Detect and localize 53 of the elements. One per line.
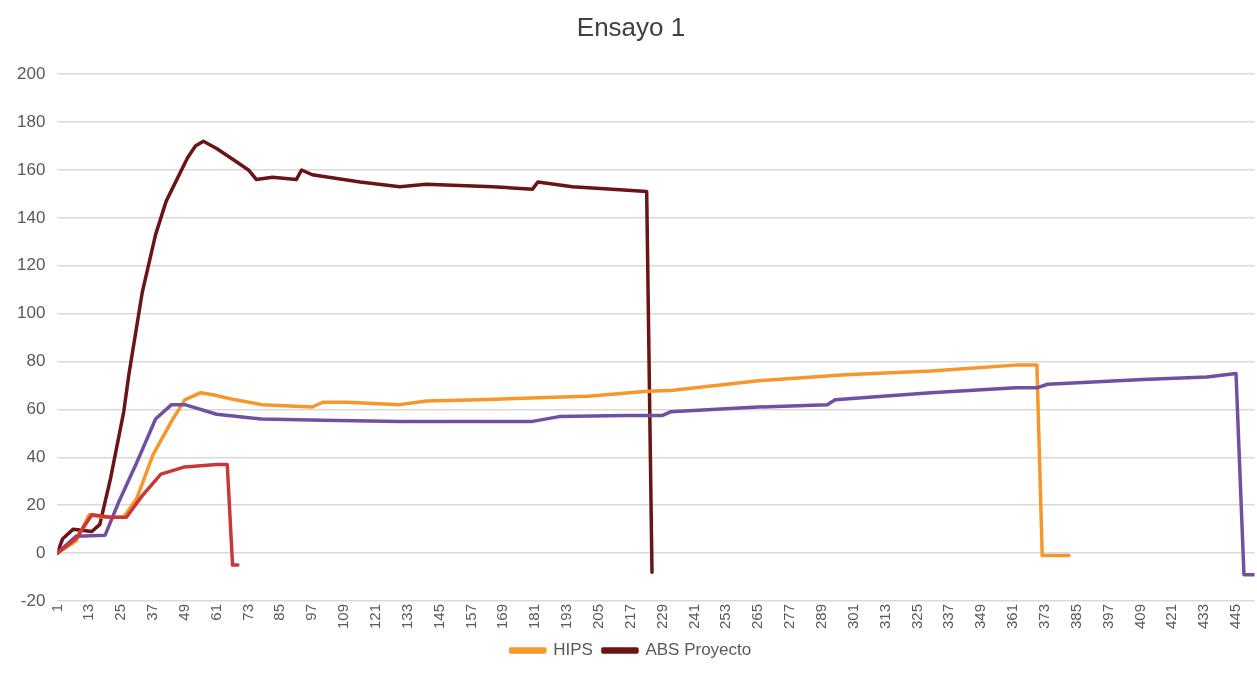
x-tick-label: 325 — [907, 603, 925, 629]
x-tick-label: 25 — [111, 603, 129, 621]
x-tick-label: 361 — [1003, 603, 1021, 629]
chart-title: Ensayo 1 — [576, 11, 686, 42]
x-tick-label: 169 — [493, 603, 511, 629]
x-tick-label: 265 — [748, 603, 766, 629]
x-tick-label: 253 — [716, 603, 734, 629]
y-tick-label: 0 — [35, 542, 46, 562]
y-tick-label: 40 — [26, 447, 46, 466]
x-tick-label: 373 — [1035, 603, 1053, 629]
y-tick-label: 140 — [16, 207, 46, 227]
legend-label: HIPS — [553, 640, 593, 660]
x-tick-label: 145 — [429, 603, 447, 629]
x-tick-label: 313 — [875, 603, 893, 629]
x-tick-label: 397 — [1098, 603, 1116, 629]
x-tick-label: 121 — [366, 603, 384, 629]
x-tick-label: 73 — [238, 603, 256, 621]
y-tick-label: 120 — [16, 255, 46, 275]
x-tick-label: 277 — [780, 603, 798, 629]
x-tick-label: 181 — [525, 603, 543, 629]
x-tick-label: 349 — [971, 603, 989, 629]
y-tick-label: 180 — [16, 111, 46, 131]
x-tick-label: 409 — [1130, 603, 1148, 629]
x-tick-label: 289 — [812, 603, 830, 629]
x-tick-label: 421 — [1162, 603, 1180, 629]
x-tick-label: 133 — [397, 603, 415, 629]
x-tick-label: 337 — [939, 603, 957, 629]
y-tick-label: 60 — [26, 399, 46, 419]
x-tick-label: 13 — [79, 603, 97, 621]
x-tick-label: 445 — [1226, 603, 1244, 629]
x-tick-label: 241 — [684, 603, 702, 629]
x-tick-label: 157 — [461, 603, 479, 629]
y-tick-label: 160 — [16, 159, 46, 179]
x-tick-label: 205 — [589, 603, 607, 629]
y-tick-label: 80 — [26, 351, 46, 371]
x-tick-label: 229 — [652, 603, 670, 629]
x-tick-label: 97 — [302, 603, 320, 621]
x-tick-label: 385 — [1066, 603, 1084, 629]
y-tick-label: 200 — [16, 63, 46, 83]
x-tick-label: 1 — [47, 603, 65, 613]
x-tick-label: 49 — [174, 603, 192, 621]
x-tick-label: 109 — [334, 603, 352, 629]
y-tick-label: 20 — [26, 494, 46, 514]
y-tick-label: 100 — [16, 303, 46, 323]
x-tick-label: 217 — [620, 603, 638, 629]
x-tick-label: 61 — [206, 603, 224, 621]
x-tick-label: 85 — [270, 603, 288, 621]
x-tick-label: 301 — [843, 603, 861, 629]
y-tick-label: -20 — [20, 590, 46, 610]
x-tick-label: 193 — [557, 603, 575, 629]
x-tick-label: 37 — [143, 603, 161, 621]
legend-label: ABS Proyecto — [645, 640, 752, 660]
x-tick-label: 433 — [1194, 603, 1212, 629]
